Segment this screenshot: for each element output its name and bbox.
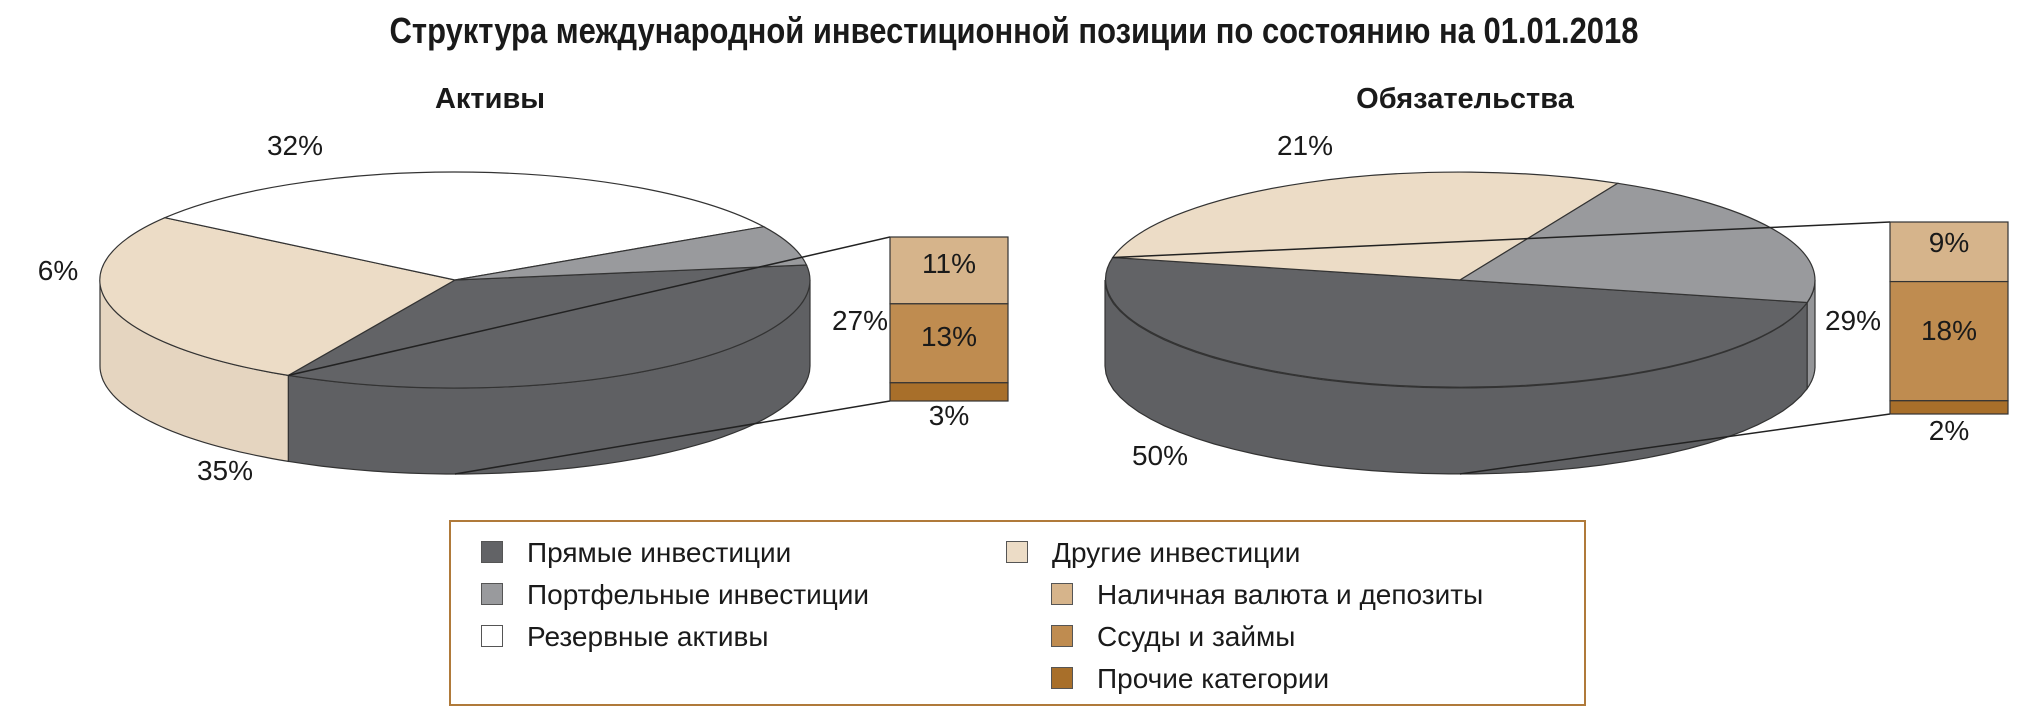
breakdown-bar-прочие-категории: [1889, 400, 2009, 415]
legend-item-cash: Наличная валюта и депозиты: [1051, 578, 1483, 612]
pie-slice-резервные-активы: [162, 171, 766, 281]
chart-canvas: Активы 35% 27% 32% 6% 11% 13% 3% Обязательства 50…: [38, 83, 2009, 486]
legend: Прямые инвестиции Портфельные инвестиции…: [449, 520, 1586, 706]
legend-label: Другие инвестиции: [1052, 537, 1301, 568]
legend-swatch: [1051, 666, 1073, 689]
legend-label: Прямые инвестиции: [527, 537, 792, 568]
legend-item-loans: Ссуды и займы: [1051, 620, 1295, 654]
pie-slice-портфельные-инвестиции: [454, 226, 808, 281]
legend-item-misc: Прочие категории: [1051, 662, 1329, 696]
connector-line-top: [288, 236, 891, 377]
connector-line-top: [1112, 221, 1891, 259]
pie-slice-портфельные-инвестиции: [1458, 182, 1816, 304]
pie-label-резервные-активы: 32%: [267, 130, 323, 161]
pie-label-другие-инвестиции: 29%: [1825, 305, 1881, 336]
legend-label: Прочие категории: [1097, 663, 1330, 694]
chart-title: Структура международной инвестиционной п…: [389, 10, 1639, 51]
legend-swatch: [1051, 624, 1073, 647]
breakdown-label-прочие-категории: 3%: [929, 400, 969, 431]
connector-line-bottom: [454, 400, 891, 475]
breakdown-bar-ссуды-и-займы: [1889, 280, 2009, 402]
legend-item-direct: Прямые инвестиции: [481, 536, 791, 570]
legend-swatch: [1006, 540, 1028, 563]
pie-slice-прямые-инвестиции: [286, 264, 811, 389]
breakdown-label-наличная-валюта-и-депозиты: 11%: [922, 248, 976, 279]
breakdown-label-прочие-категории: 2%: [1929, 415, 1969, 446]
connector-line-bottom: [1459, 413, 1891, 475]
legend-label: Портфельные инвестиции: [527, 579, 870, 610]
pie-label-прямые-инвестиции: 35%: [197, 455, 253, 486]
pie-subtitle: Активы: [435, 83, 545, 115]
pie-slice-другие-инвестиции: [1111, 171, 1620, 281]
pie-slice-прямые-инвестиции: [1105, 256, 1809, 388]
legend-swatch: [481, 624, 503, 647]
legend-swatch: [481, 582, 503, 605]
breakdown-label-ссуды-и-займы: 13%: [921, 321, 977, 352]
pie-subtitle: Обязательства: [1356, 83, 1575, 115]
pie-label-другие-инвестиции: 27%: [832, 305, 888, 336]
pie-slice-другие-инвестиции: [99, 217, 457, 377]
legend-label: Ссуды и займы: [1097, 621, 1296, 652]
legend-label: Резервные активы: [527, 621, 769, 652]
legend-item-portfolio: Портфельные инвестиции: [481, 578, 869, 612]
pie-label-портфельные-инвестиции: 21%: [1277, 130, 1333, 161]
pie-label-прямые-инвестиции: 50%: [1132, 440, 1188, 471]
legend-swatch: [1051, 582, 1073, 605]
legend-item-reserve: Резервные активы: [481, 620, 769, 654]
legend-item-other: Другие инвестиции: [1006, 536, 1300, 570]
breakdown-bar-ссуды-и-займы: [889, 303, 1009, 384]
legend-swatch: [481, 540, 503, 563]
breakdown-bar-наличная-валюта-и-депозиты: [1889, 221, 2009, 283]
pie-side-прямые-инвестиции: [1104, 279, 1808, 475]
breakdown-label-ссуды-и-займы: 18%: [1921, 315, 1977, 346]
breakdown-bar-прочие-категории: [889, 382, 1009, 402]
pie-label-портфельные-инвестиции: 6%: [38, 255, 78, 286]
breakdown-label-наличная-валюта-и-депозиты: 9%: [1929, 227, 1969, 258]
legend-label: Наличная валюта и депозиты: [1097, 579, 1484, 610]
